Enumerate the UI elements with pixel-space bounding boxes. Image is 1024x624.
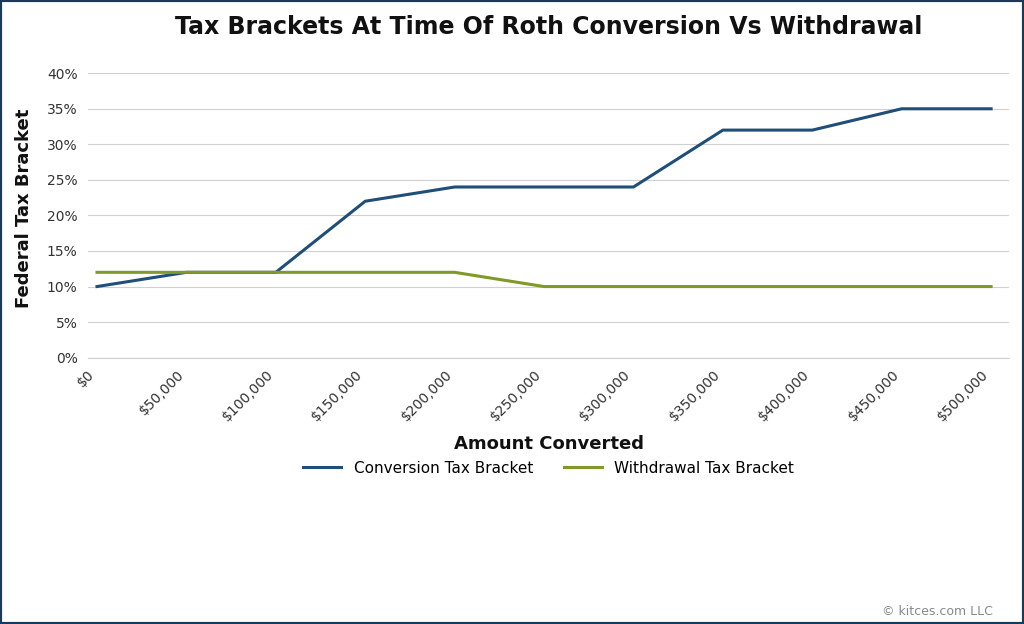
Text: © kitces.com LLC: © kitces.com LLC [883, 605, 993, 618]
Conversion Tax Bracket [180, 268, 193, 276]
Conversion Tax Bracket [269, 268, 282, 276]
Conversion Tax Bracket [91, 283, 103, 290]
Conversion Tax Bracket [985, 105, 997, 112]
Conversion Tax Bracket [896, 105, 908, 112]
Withdrawal Tax Bracket [269, 268, 282, 276]
Withdrawal Tax Bracket [806, 283, 818, 290]
Line: Conversion Tax Bracket: Conversion Tax Bracket [97, 109, 991, 286]
Conversion Tax Bracket [806, 127, 818, 134]
Conversion Tax Bracket [449, 183, 461, 191]
Conversion Tax Bracket [538, 183, 550, 191]
Withdrawal Tax Bracket [717, 283, 729, 290]
Conversion Tax Bracket [359, 197, 372, 205]
Line: Withdrawal Tax Bracket: Withdrawal Tax Bracket [97, 272, 991, 286]
Withdrawal Tax Bracket [538, 283, 550, 290]
Withdrawal Tax Bracket [359, 268, 372, 276]
Withdrawal Tax Bracket [180, 268, 193, 276]
Title: Tax Brackets At Time Of Roth Conversion Vs Withdrawal: Tax Brackets At Time Of Roth Conversion … [175, 15, 923, 39]
X-axis label: Amount Converted: Amount Converted [454, 435, 643, 453]
Withdrawal Tax Bracket [985, 283, 997, 290]
Conversion Tax Bracket [628, 183, 640, 191]
Legend: Conversion Tax Bracket, Withdrawal Tax Bracket: Conversion Tax Bracket, Withdrawal Tax B… [303, 461, 794, 476]
Withdrawal Tax Bracket [91, 268, 103, 276]
Conversion Tax Bracket [717, 127, 729, 134]
Withdrawal Tax Bracket [896, 283, 908, 290]
Withdrawal Tax Bracket [628, 283, 640, 290]
Withdrawal Tax Bracket [449, 268, 461, 276]
Y-axis label: Federal Tax Bracket: Federal Tax Bracket [15, 109, 33, 308]
